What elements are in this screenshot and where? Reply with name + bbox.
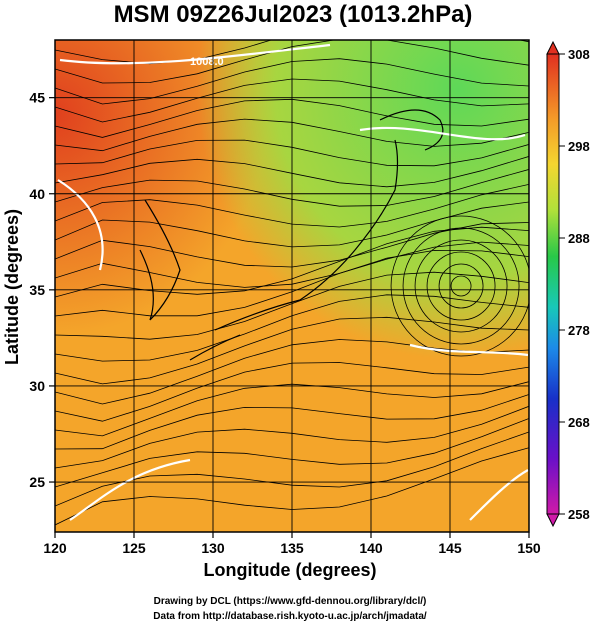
streamline-vortex bbox=[414, 239, 508, 333]
map-title: MSM 09Z26Jul2023 (1013.2hPa) bbox=[114, 1, 473, 28]
x-tick-label: 135 bbox=[280, 540, 304, 556]
isobar-line bbox=[57, 179, 104, 271]
x-axis-label: Longitude (degrees) bbox=[203, 560, 376, 580]
colorbar-ticks: 308 298 288 278 268 258 bbox=[559, 47, 590, 522]
colorbar-top-arrow bbox=[546, 40, 560, 55]
x-tick-label: 150 bbox=[517, 540, 541, 556]
colorbar-tick-label: 308 bbox=[568, 47, 590, 62]
y-axis-ticks: 25 30 35 40 45 bbox=[29, 90, 55, 490]
y-tick-label: 35 bbox=[29, 282, 45, 298]
x-tick-label: 145 bbox=[438, 540, 462, 556]
y-tick-label: 30 bbox=[29, 378, 45, 394]
streamline-vortex bbox=[402, 227, 520, 345]
x-axis-ticks: 120 125 130 135 140 145 150 bbox=[43, 532, 541, 556]
streamline-vortex bbox=[390, 215, 529, 357]
colorbar-scale bbox=[546, 53, 560, 515]
colorbar-bottom-arrow bbox=[546, 513, 560, 528]
colorbar-tick-label: 298 bbox=[568, 139, 590, 154]
colorbar-tick-label: 288 bbox=[568, 231, 590, 246]
y-tick-label: 40 bbox=[29, 186, 45, 202]
colorbar-tick-label: 268 bbox=[568, 415, 590, 430]
streamline-vortex bbox=[438, 263, 484, 309]
y-tick-label: 25 bbox=[29, 474, 45, 490]
lat-lon-grid bbox=[55, 40, 529, 532]
isobar-line bbox=[359, 126, 526, 141]
isobar-line bbox=[59, 43, 331, 65]
colorbar: 308 298 288 278 268 258 bbox=[546, 40, 590, 528]
isobar-label: 1008.0 bbox=[190, 56, 224, 68]
isobar-contours bbox=[57, 43, 529, 521]
isobar-line bbox=[69, 458, 191, 521]
x-tick-label: 125 bbox=[122, 540, 146, 556]
streamline-vortex bbox=[450, 275, 472, 297]
isobar-line bbox=[409, 343, 529, 357]
map-panel: 1008.0 bbox=[55, 40, 529, 532]
colorbar-tick-label: 278 bbox=[568, 323, 590, 338]
y-axis-label: Latitude (degrees) bbox=[2, 209, 22, 365]
credit-data: Data from http://database.rish.kyoto-u.a… bbox=[153, 611, 427, 622]
x-tick-label: 140 bbox=[359, 540, 383, 556]
x-tick-label: 130 bbox=[201, 540, 225, 556]
y-tick-label: 45 bbox=[29, 90, 45, 106]
x-tick-label: 120 bbox=[43, 540, 67, 556]
streamline-vortex bbox=[426, 251, 496, 321]
credit-drawing: Drawing by DCL (https://www.gfd-dennou.o… bbox=[154, 596, 427, 607]
colorbar-tick-label: 258 bbox=[568, 507, 590, 522]
isobar-line bbox=[469, 469, 529, 521]
coastlines bbox=[139, 109, 444, 361]
